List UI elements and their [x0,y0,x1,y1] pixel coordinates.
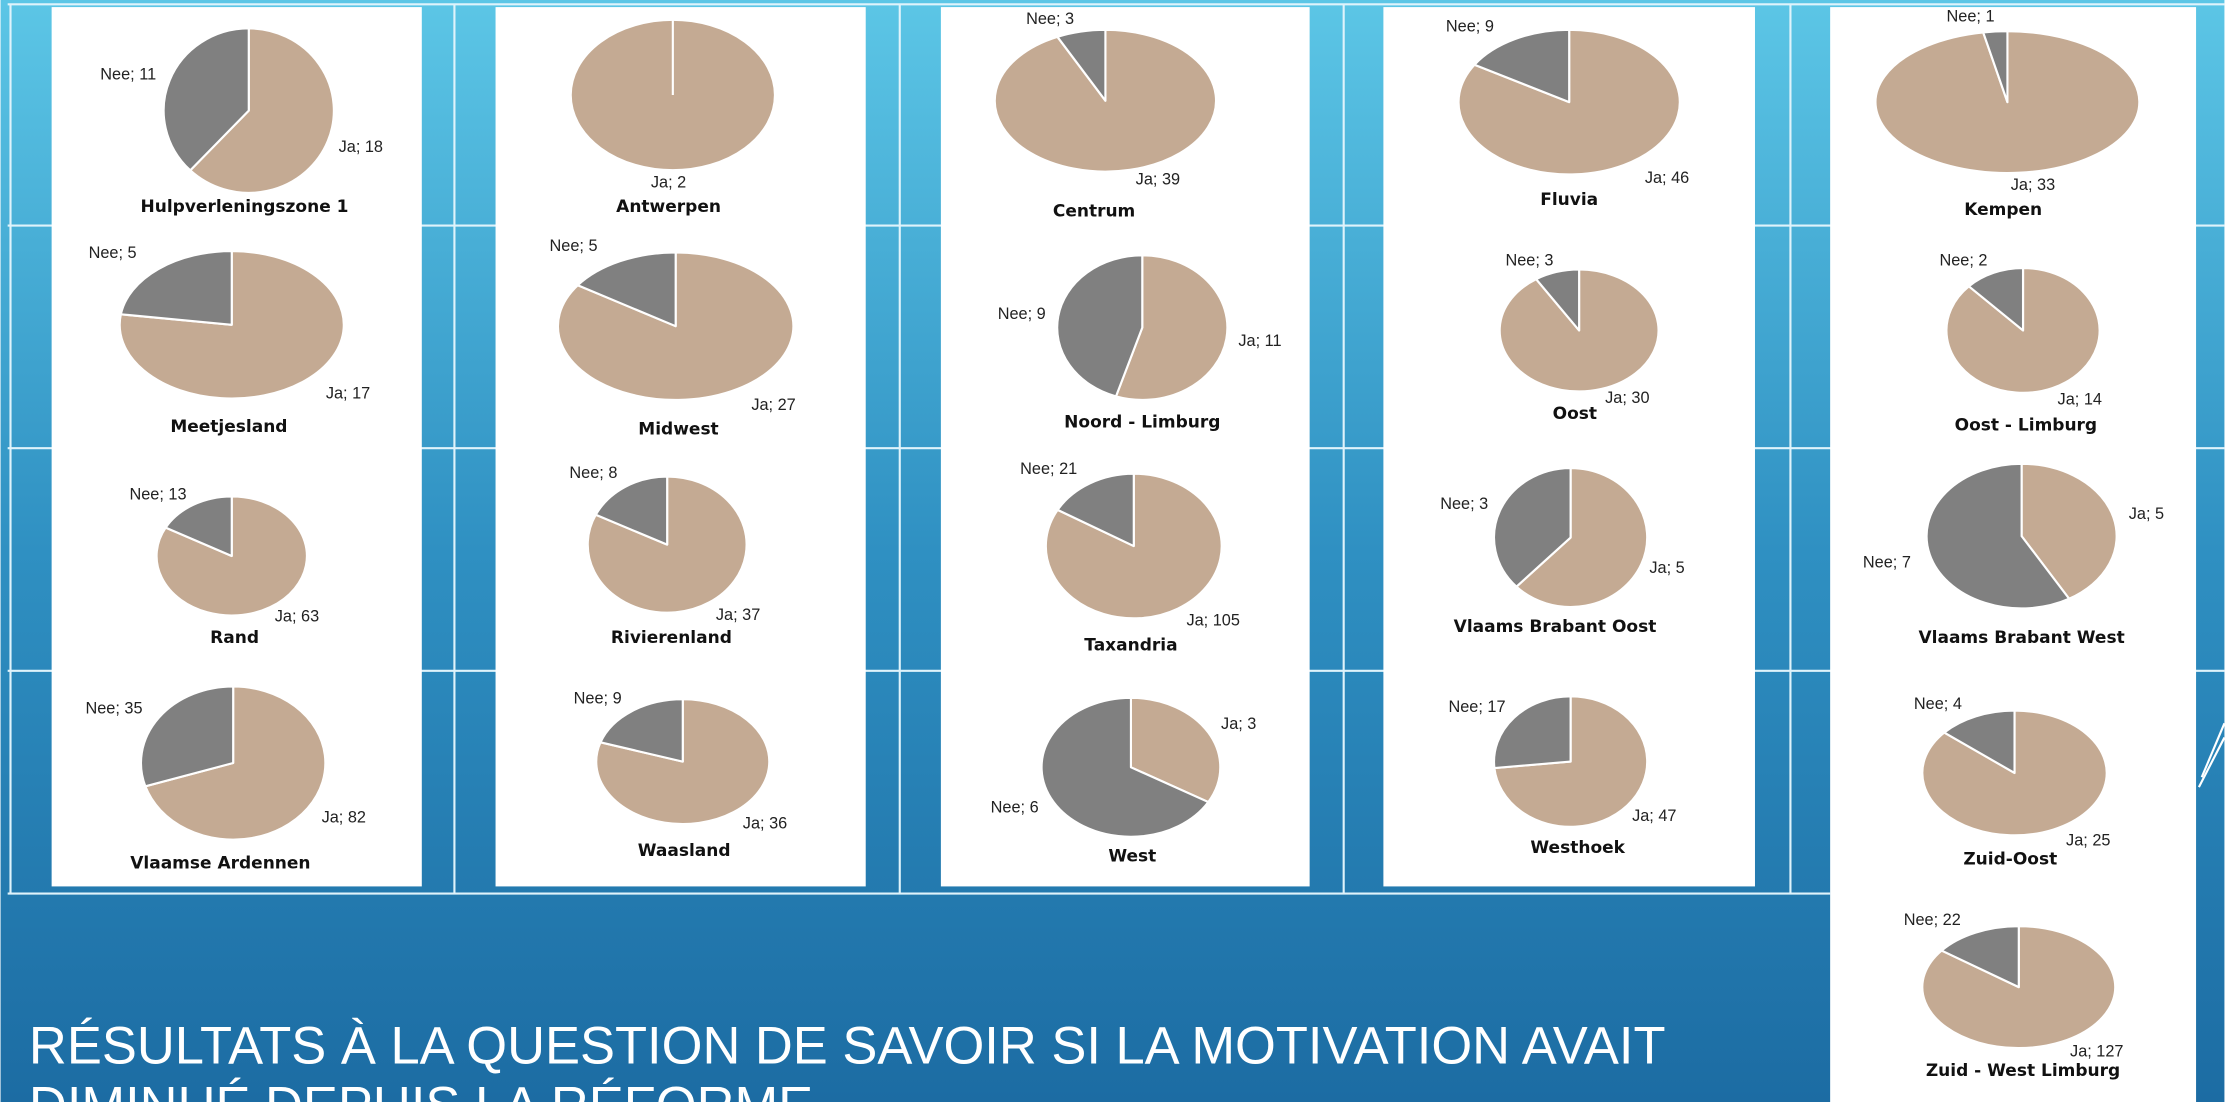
pie-title: Waasland [638,841,731,861]
pie-slice [144,685,327,841]
data-label: Ja; 2 [651,173,686,191]
pie-title: Oost - Limburg [1955,415,2097,435]
pie-slice [1492,695,1572,770]
data-label: Nee; 3 [1505,251,1553,269]
pie-slice [1515,466,1649,609]
pie-title: Meetjesland [170,417,287,437]
pie-slice [1056,472,1135,548]
data-label: Ja; 11 [1238,332,1281,350]
pie-slice [1114,254,1229,401]
data-label: Nee; 22 [1904,911,1961,929]
data-label: Ja; 46 [1645,169,1689,187]
data-label: Ja; 18 [339,138,383,156]
pie-slice [599,698,684,763]
data-label: Ja; 27 [751,396,795,414]
pie-title: Zuid - West Limburg [1926,1061,2120,1081]
data-label: Nee; 7 [1863,553,1911,571]
pie-slice [1044,472,1223,620]
pie-slice [594,475,669,546]
pie-title: Westhoek [1530,838,1625,858]
pie-slice [1129,696,1222,804]
data-label: Nee; 8 [569,464,617,482]
panels [51,7,2197,1102]
pie-slice [1535,268,1581,332]
pie-slice [1982,30,2009,104]
slide-title: DIMINUÉ DEPUIS LA RÉFORME [29,1077,813,1102]
pie-slice [2020,462,2118,600]
data-label: Nee; 2 [1939,251,1987,269]
data-label: Ja; 127 [2070,1043,2123,1061]
data-label: Ja; 3 [1221,715,1256,733]
data-label: Nee; 5 [89,244,137,262]
pie-slice [1492,466,1572,588]
pie-slice [1943,709,2016,775]
pie-title: Vlaams Brabant Oost [1454,617,1657,637]
data-label: Ja; 17 [326,385,370,403]
data-label: Ja; 14 [2058,390,2102,408]
data-label: Nee; 9 [998,305,1046,323]
data-label: Ja; 5 [2129,505,2164,523]
pie-slice [1040,696,1210,838]
data-label: Ja; 25 [2066,831,2110,849]
pie-title: Centrum [1053,201,1135,221]
data-label: Nee; 3 [1026,10,1074,28]
pie-slice [1940,925,2020,989]
data-label: Nee; 9 [1446,17,1494,35]
data-label: Ja; 37 [716,606,760,624]
pie-title: Noord - Limburg [1064,413,1220,433]
pie-slice [164,495,233,558]
data-label: Nee; 1 [1947,7,1995,25]
pie-slice [1056,254,1144,398]
data-label: Nee; 13 [129,485,186,503]
pie-title: Rand [210,628,259,648]
pie-slice [1967,266,2025,332]
pie-slice [1921,709,2108,837]
data-label: Nee; 4 [1914,695,1962,713]
data-label: Ja; 82 [322,809,366,827]
pie-slice [1925,462,2071,610]
data-label: Nee; 9 [574,690,622,708]
data-label: Nee; 6 [991,799,1039,817]
pie-title: Taxandria [1084,635,1177,655]
pie-slice [556,251,795,401]
pie-title: Antwerpen [616,197,721,217]
data-label: Ja; 39 [1136,170,1180,188]
pie-slice [119,249,233,326]
data-label: Ja; 105 [1186,612,1239,630]
data-label: Ja; 5 [1649,559,1684,577]
pie-slice [162,27,250,172]
decoration [2197,722,2225,788]
data-label: Ja; 36 [743,814,787,832]
pie-title: Hulpverleningszone 1 [141,197,349,217]
pie-title: West [1108,847,1156,867]
pie-slice [1473,28,1571,104]
data-label: Ja; 47 [1632,807,1676,825]
data-label: Nee; 11 [100,65,156,83]
data-label: Nee; 17 [1448,698,1505,716]
pie-title: Rivierenland [611,628,732,648]
data-label: Nee; 3 [1440,495,1488,513]
data-label: Nee; 5 [550,237,598,255]
pie-title: Zuid-Oost [1963,849,2057,869]
pie-slice [576,251,677,328]
data-label: Ja; 63 [275,607,319,625]
pie-title: Vlaams Brabant West [1919,628,2125,648]
data-label: Ja; 33 [2011,176,2055,194]
pie-title: Vlaamse Ardennen [130,854,310,874]
pie-slice [1056,28,1107,102]
pie-slice [189,27,335,194]
data-label: Ja; 30 [1605,389,1649,407]
data-label: Nee; 21 [1020,460,1077,478]
data-label: Nee; 35 [85,699,142,717]
pie-title: Midwest [638,420,718,440]
pie-title: Fluvia [1540,190,1598,210]
pie-title: Kempen [1964,200,2042,220]
pie-title: Oost [1553,404,1597,424]
pie-slice [139,685,235,788]
slide-title: RÉSULTATS À LA QUESTION DE SAVOIR SI LA … [29,1018,1666,1076]
